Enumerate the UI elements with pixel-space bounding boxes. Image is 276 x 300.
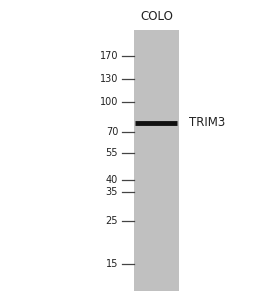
Text: COLO: COLO <box>140 11 173 23</box>
Text: 100: 100 <box>100 97 118 106</box>
Text: 35: 35 <box>106 187 118 196</box>
Text: 70: 70 <box>106 127 118 137</box>
FancyBboxPatch shape <box>134 30 179 291</box>
Text: 15: 15 <box>106 260 118 269</box>
Text: 40: 40 <box>106 175 118 185</box>
Text: 170: 170 <box>100 51 118 61</box>
Text: 55: 55 <box>106 148 118 158</box>
Text: 130: 130 <box>100 74 118 84</box>
Text: TRIM3: TRIM3 <box>189 116 226 129</box>
Text: 25: 25 <box>106 215 118 226</box>
